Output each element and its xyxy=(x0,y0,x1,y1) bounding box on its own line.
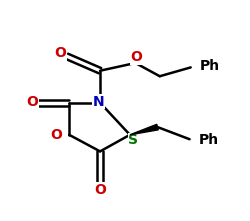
Text: O: O xyxy=(94,183,106,197)
Text: O: O xyxy=(54,46,66,60)
Text: O: O xyxy=(50,128,62,142)
Text: S: S xyxy=(128,133,138,147)
Text: O: O xyxy=(130,50,142,65)
Polygon shape xyxy=(130,124,158,135)
Text: N: N xyxy=(93,95,104,109)
Text: Ph: Ph xyxy=(198,133,218,147)
Text: Ph: Ph xyxy=(199,59,219,73)
Text: O: O xyxy=(26,95,38,109)
